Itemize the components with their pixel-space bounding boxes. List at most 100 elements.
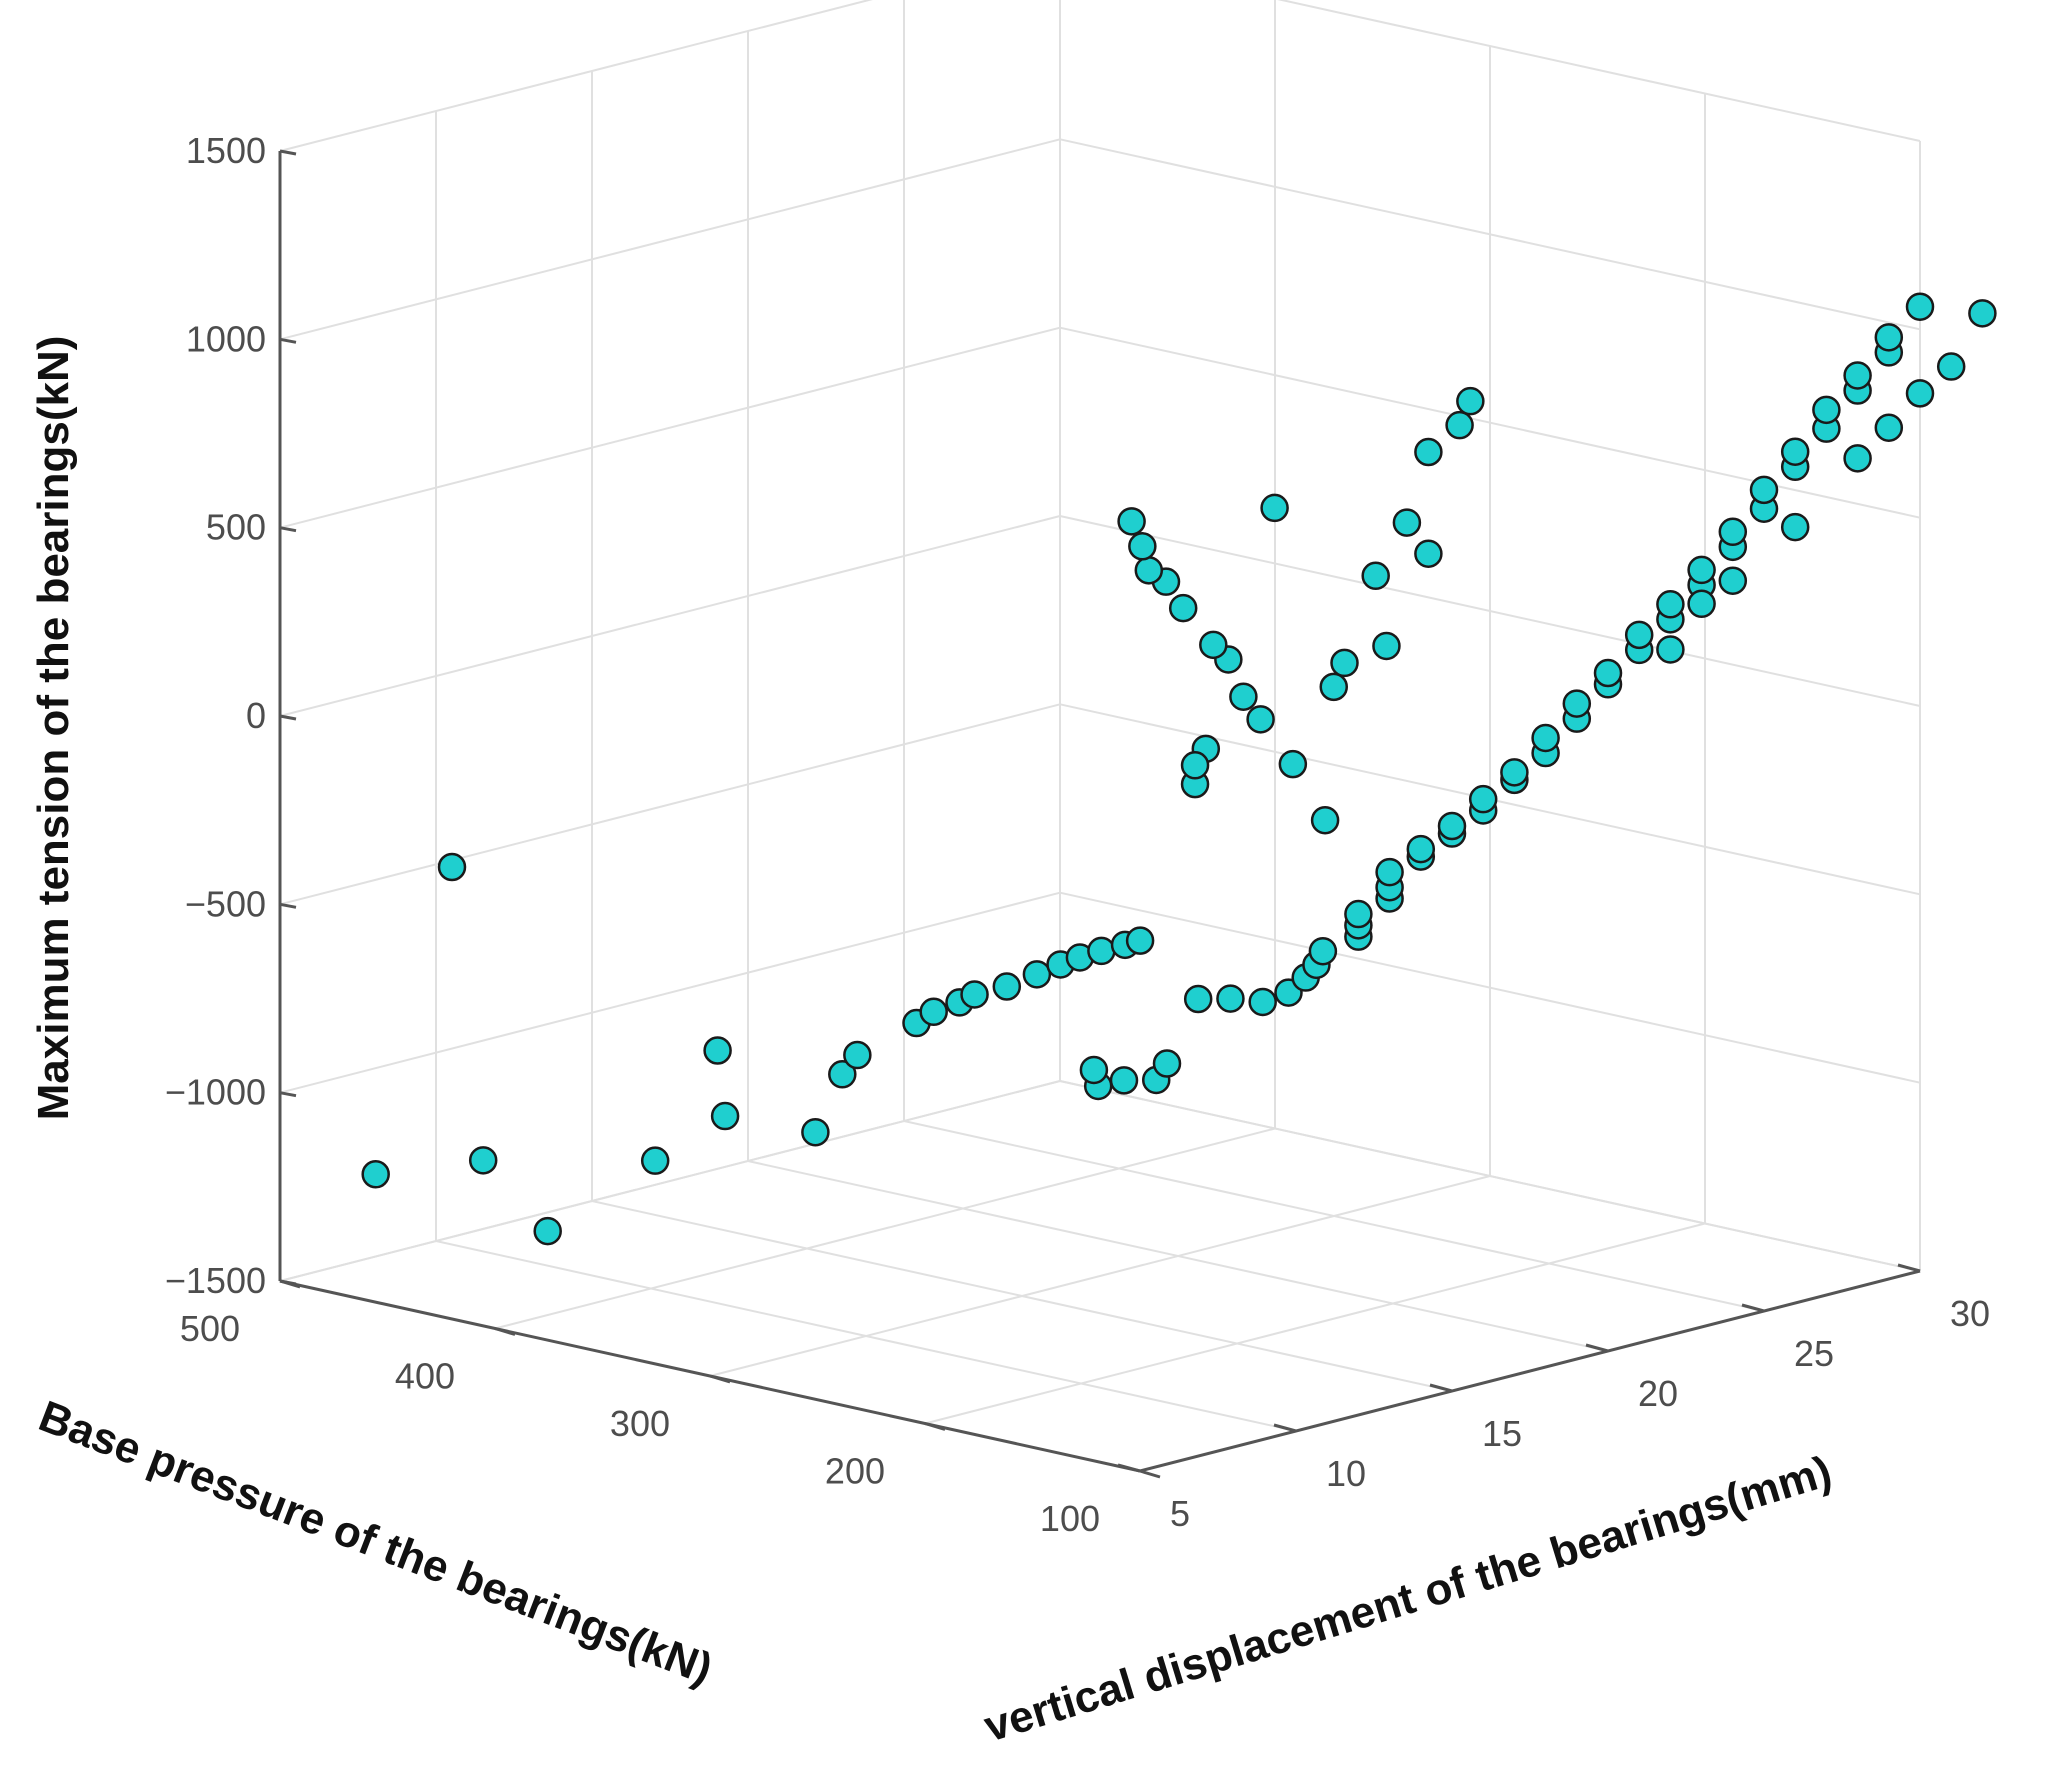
data-point	[1593, 658, 1623, 688]
data-point	[1199, 630, 1228, 660]
floor-grid-line	[903, 1120, 1765, 1312]
y-tick-label: 15	[1482, 1413, 1522, 1454]
data-point	[1780, 437, 1810, 466]
data-point	[1372, 631, 1401, 661]
y-tick-label: 30	[1950, 1293, 1990, 1334]
y-axis-title: vertical displacement of the bearings(mm…	[979, 1447, 1837, 1752]
z-tick-mark	[279, 902, 297, 909]
data-point	[703, 1036, 732, 1065]
data-point	[1531, 723, 1560, 753]
floor-grid-line	[924, 1222, 1706, 1425]
data-point	[1780, 512, 1810, 542]
z-axis-title: Maximum tension of the bearings(kN)	[29, 336, 78, 1121]
z-tick-label: −1500	[165, 1260, 266, 1301]
data-point	[1406, 834, 1436, 864]
data-point	[1456, 386, 1485, 416]
data-point	[1180, 751, 1210, 780]
data-point	[1183, 984, 1213, 1014]
data-point	[1624, 620, 1654, 650]
x-tick-label: 200	[825, 1451, 885, 1492]
x-tick-labels: 100 200 300 400 500	[180, 1308, 1100, 1539]
wall-grid-line	[1277, 0, 1921, 142]
y-tick-label: 10	[1326, 1453, 1366, 1494]
y-tick-label: 5	[1170, 1493, 1190, 1534]
wall-grid-line	[279, 138, 1061, 341]
data-point	[1562, 689, 1592, 718]
wall-grid-line	[1059, 891, 1921, 1084]
data-point	[1812, 395, 1841, 425]
wall-grid-line	[1059, 515, 1921, 707]
x-tick-label: 400	[395, 1356, 455, 1397]
x-tick-mark	[924, 1422, 946, 1431]
wall-grid-line	[1059, 138, 1921, 331]
data-point	[437, 852, 467, 882]
wall-grid-line	[1059, 1080, 1921, 1272]
data-point	[1500, 758, 1529, 787]
wall-grid-line	[279, 703, 1061, 906]
floor-grid-line	[709, 1175, 1491, 1377]
data-point	[1437, 811, 1467, 841]
data-point	[1330, 648, 1359, 678]
data-point	[1968, 299, 1997, 328]
data-point	[1905, 379, 1935, 408]
data-point	[1246, 705, 1275, 734]
data-point	[1375, 857, 1404, 887]
z-tick-mark	[279, 337, 297, 344]
data-point	[1229, 682, 1258, 711]
data-point	[1260, 493, 1289, 523]
x-tick-mark	[709, 1374, 731, 1384]
data-point	[1125, 926, 1155, 955]
wall-grid-line	[279, 1080, 1061, 1282]
grid-lines	[279, 0, 1921, 1472]
floor-grid-line	[435, 1240, 1297, 1432]
data-point	[1656, 590, 1685, 619]
data-point	[1248, 987, 1277, 1017]
floor-grid-line	[591, 1200, 1453, 1392]
data-point	[1718, 566, 1748, 595]
z-tick-mark	[279, 714, 297, 721]
data-point	[1278, 749, 1308, 779]
x-tick-mark	[494, 1327, 516, 1336]
z-tick-mark	[279, 1091, 297, 1098]
y-tick-mark	[1117, 1463, 1141, 1473]
y-tick-mark	[1429, 1383, 1453, 1393]
data-point	[1128, 532, 1157, 561]
data-point	[1079, 1055, 1109, 1085]
wall-grid-line	[279, 326, 1061, 529]
data-point	[1308, 936, 1338, 966]
data-point	[1874, 323, 1904, 352]
data-point	[1936, 352, 1966, 381]
wall-grid-line	[279, 515, 1061, 717]
data-point	[828, 1060, 857, 1089]
data-point	[1216, 984, 1245, 1013]
axes	[278, 149, 1921, 1479]
data-point	[1445, 410, 1474, 440]
z-tick-label: 500	[206, 507, 266, 548]
data-point	[640, 1146, 670, 1175]
y-tick-mark	[1273, 1423, 1297, 1433]
floor-grid-line	[747, 1160, 1609, 1352]
data-point	[361, 1160, 390, 1189]
data-point	[1109, 1066, 1139, 1095]
data-point	[1344, 899, 1373, 929]
data-point	[710, 1101, 740, 1131]
x-tick-mark	[279, 1279, 301, 1289]
data-point	[992, 972, 1022, 1001]
data-point	[1687, 589, 1716, 619]
data-points	[361, 292, 1997, 1246]
z-tick-label: 1000	[186, 318, 266, 359]
data-point	[1392, 508, 1422, 537]
x-tick-mark	[1139, 1469, 1161, 1479]
data-point	[1087, 936, 1116, 966]
x-tick-label: 300	[610, 1403, 670, 1444]
x-tick-label: 500	[180, 1308, 240, 1349]
data-point	[1843, 361, 1872, 390]
data-point	[1022, 960, 1052, 989]
data-point	[1414, 437, 1443, 467]
z-tick-label: −1000	[165, 1072, 266, 1113]
data-point	[1843, 444, 1872, 473]
z-tick-label: −500	[185, 883, 266, 924]
data-point	[1134, 556, 1164, 585]
y-tick-mark	[1585, 1343, 1609, 1353]
data-point	[1310, 805, 1340, 835]
